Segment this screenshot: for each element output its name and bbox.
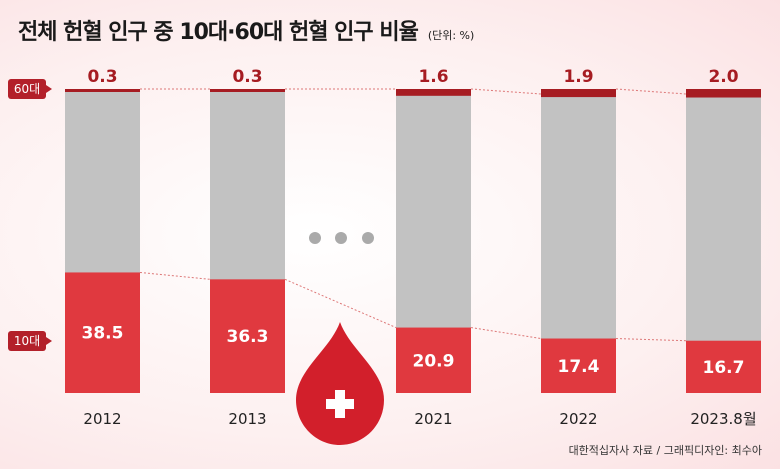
label-60s: 1.9 — [563, 67, 593, 87]
bar-60s — [210, 89, 285, 92]
bar-10s — [541, 338, 616, 393]
legend-60s: 60대 — [8, 79, 52, 99]
x-tick-label: 2013 — [228, 410, 266, 428]
gap-dot — [335, 232, 347, 244]
label-10s: 36.3 — [227, 327, 269, 347]
chart-title: 전체 헌혈 인구 중 10대·60대 헌혈 인구 비율 (단위: %) — [18, 14, 474, 46]
label-60s: 0.3 — [232, 67, 262, 87]
connector-10s — [470, 327, 542, 340]
title-text: 전체 헌혈 인구 중 10대·60대 헌혈 인구 비율 — [18, 20, 419, 45]
source-note: 대한적십자사 자료 / 그래픽디자인: 최수아 — [568, 444, 762, 457]
connector-10s — [284, 278, 397, 329]
bar-60s — [396, 89, 471, 96]
bar-10s — [210, 279, 285, 393]
bar-10s — [65, 272, 140, 393]
x-tick-label: 2012 — [83, 410, 121, 428]
gap-dot — [362, 232, 374, 244]
x-tick-label: 2021 — [414, 410, 452, 428]
gap-dot — [309, 232, 321, 244]
label-60s: 0.3 — [87, 67, 117, 87]
legend-10s: 10대 — [8, 331, 52, 351]
label-60s: 2.0 — [708, 67, 738, 87]
connector-10s — [615, 338, 687, 342]
bar-60s — [686, 89, 761, 98]
bar-10s — [396, 327, 471, 393]
connector-10s — [139, 271, 211, 280]
cross-icon — [326, 399, 354, 409]
label-10s: 17.4 — [558, 357, 600, 377]
bar-10s — [686, 340, 761, 393]
connector-60s — [470, 88, 542, 95]
unit-label: (단위: %) — [427, 29, 475, 42]
label-60s: 1.6 — [418, 67, 448, 87]
bar-60s — [65, 89, 140, 92]
label-10s: 20.9 — [413, 351, 455, 371]
label-10s: 16.7 — [703, 358, 745, 378]
label-10s: 38.5 — [82, 324, 124, 344]
connector-60s — [615, 88, 687, 95]
x-tick-label: 2023.8월 — [690, 410, 756, 428]
blood-drop-icon — [296, 322, 384, 445]
x-tick-label: 2022 — [559, 410, 597, 428]
bar-60s — [541, 89, 616, 98]
